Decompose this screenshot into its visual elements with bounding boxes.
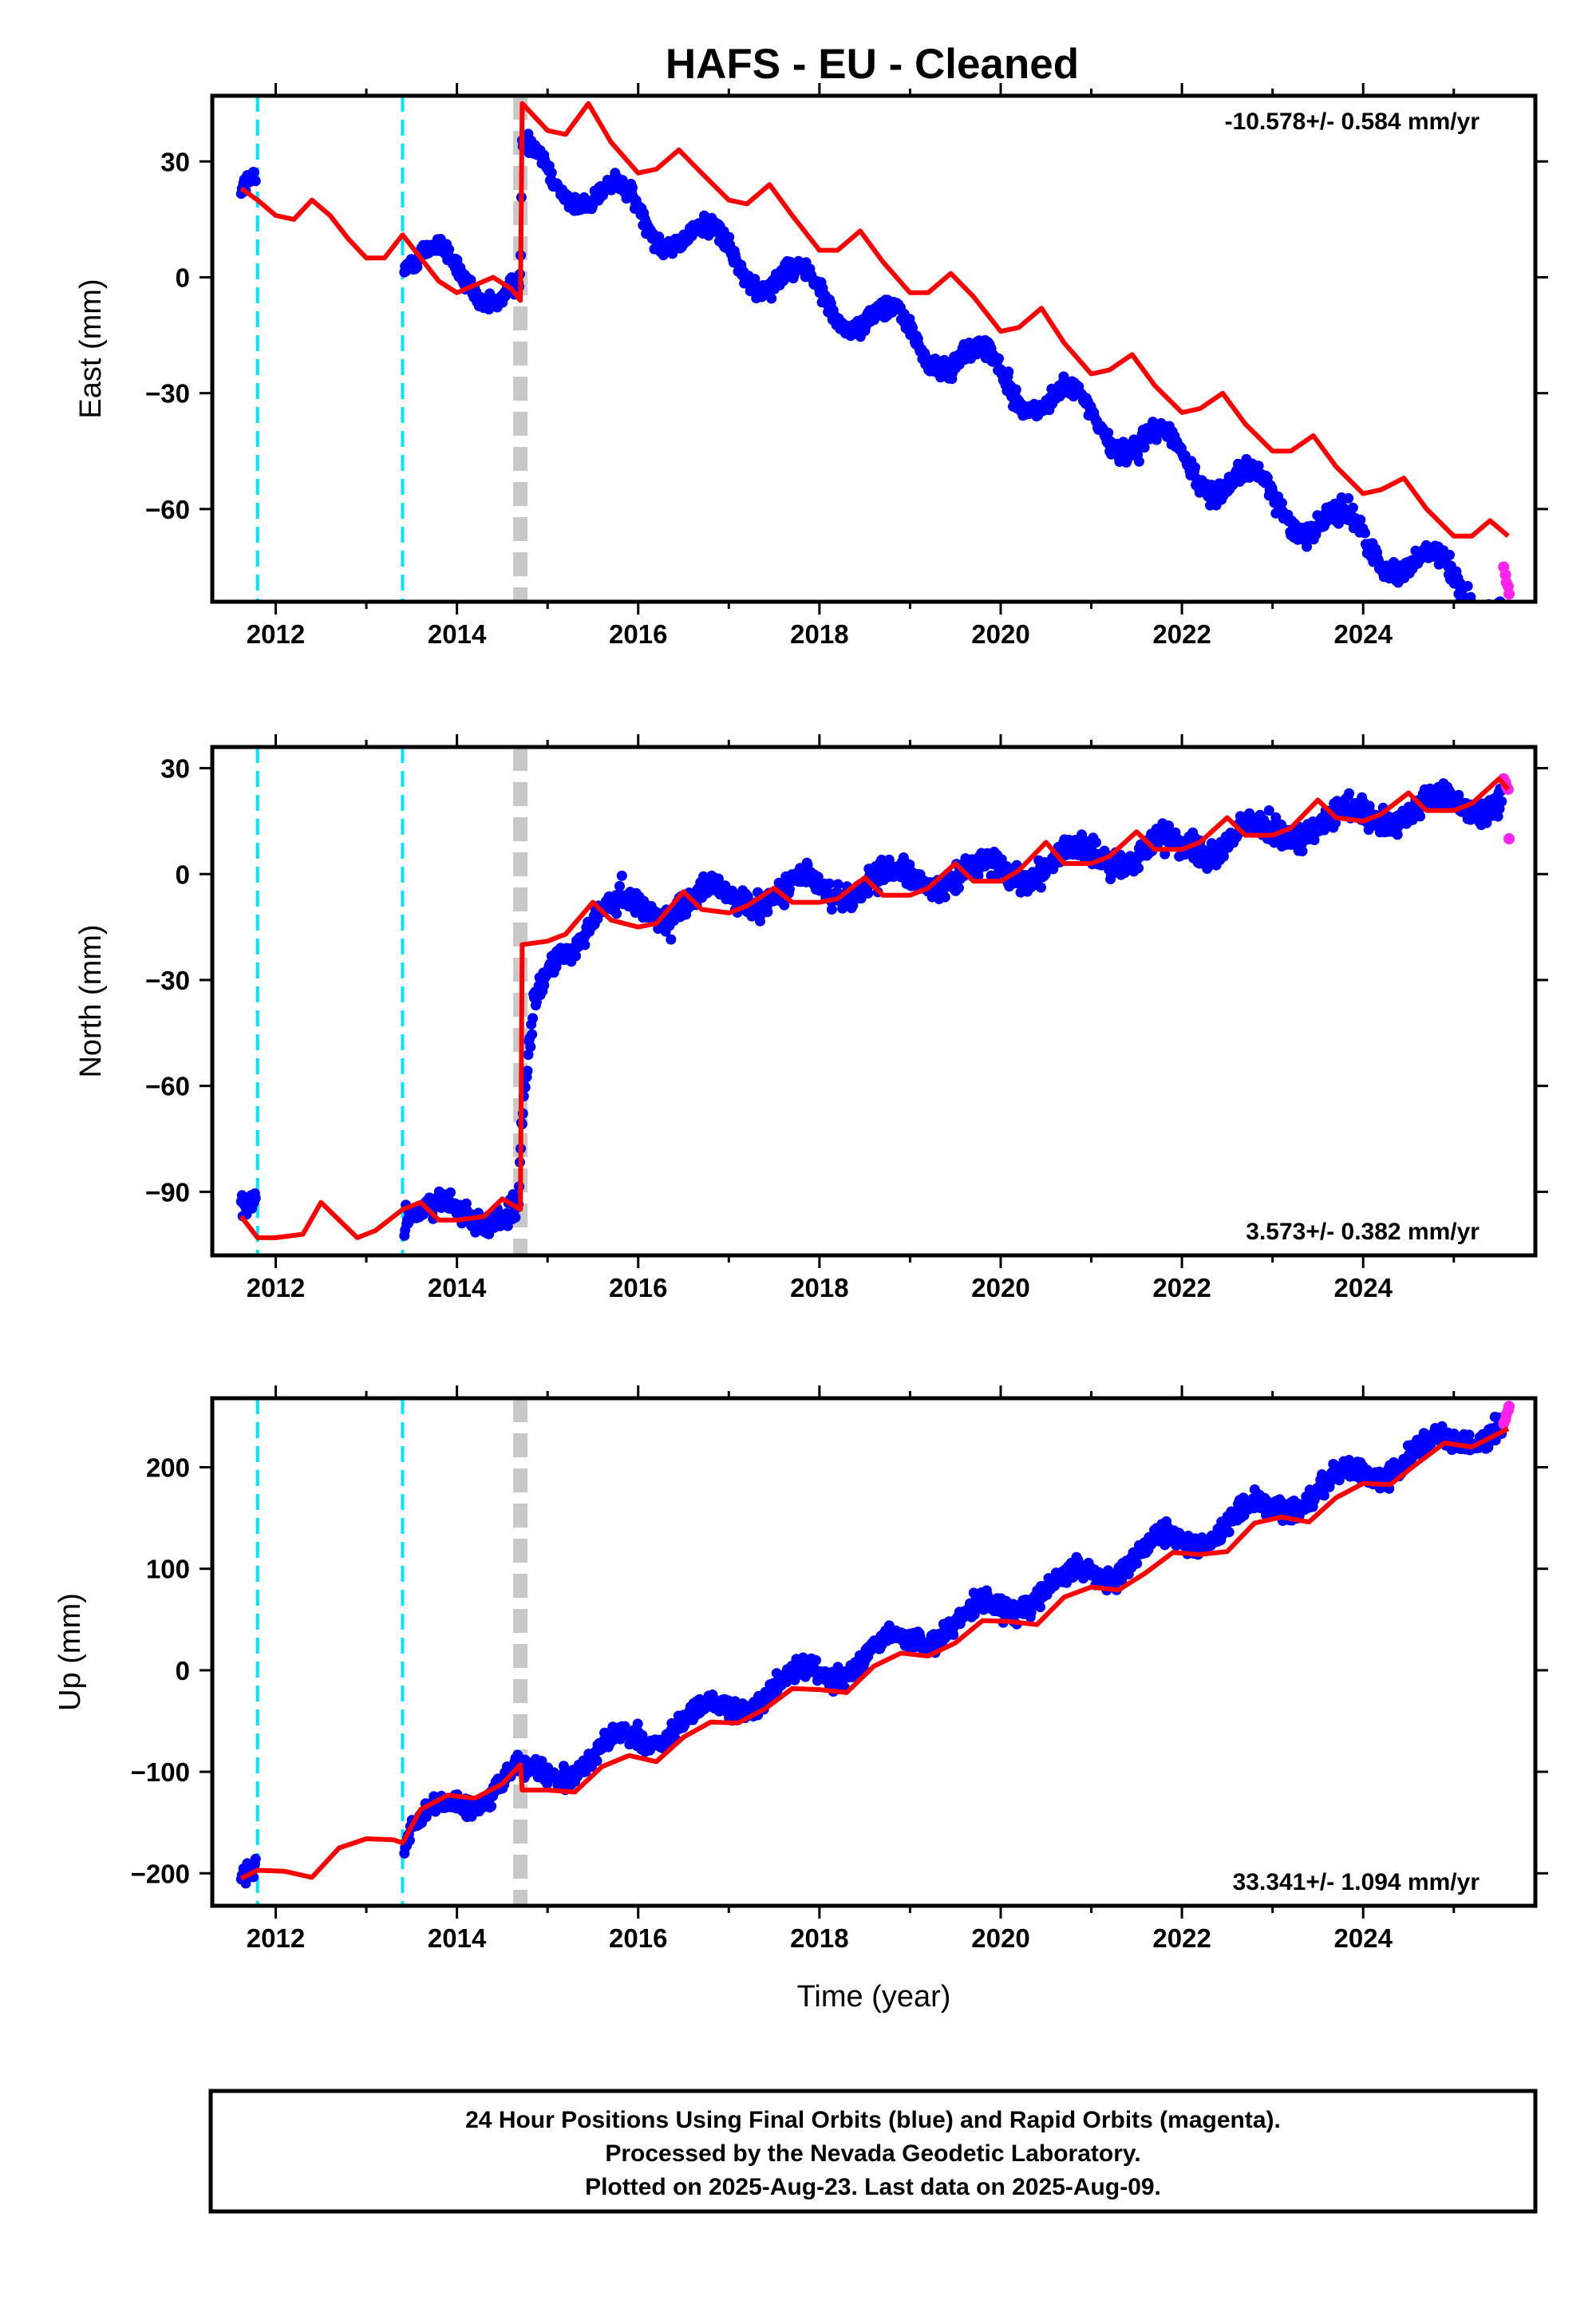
plot-area: [235, 96, 1515, 602]
caption-border: [208, 2089, 1538, 2214]
rate-label: -10.578+/- 0.584 mm/yr: [1225, 109, 1480, 135]
x-tick-label: 2024: [1334, 1923, 1393, 1953]
x-tick-label: 2020: [971, 1923, 1029, 1953]
rapid-orbit-point: [1503, 588, 1515, 600]
y-tick-label: −90: [145, 1177, 190, 1207]
y-tick-label: 100: [146, 1555, 190, 1584]
plot-area: [235, 747, 1515, 1255]
panel-north: 2012 2014 2016 2018 2020 2022 2024 30 0 −30 −60 −90…: [74, 734, 1548, 1302]
x-tick-label: 2012: [247, 1273, 305, 1302]
x-tick-label: 2022: [1152, 619, 1211, 649]
y-tick-label: 0: [176, 860, 190, 889]
panel-east: 2012 2014 2016 2018 2020 2022 2024 30 0 −30 −60 Eas…: [74, 83, 1548, 649]
x-tick-label: 2020: [971, 619, 1029, 649]
plot-frame: [210, 745, 1538, 1258]
model-fit-line: [239, 101, 1510, 539]
caption-line-1: 24 Hour Positions Using Final Orbits (bl…: [465, 2107, 1281, 2133]
y-tick-label: 30: [160, 147, 190, 176]
y-tick-label: −60: [145, 495, 190, 524]
panels: 2012 2014 2016 2018 2020 2022 2024 30 0 −30 −60 Eas…: [53, 83, 1548, 2014]
y-tick-label: −200: [131, 1859, 190, 1888]
final-orbit-points: [235, 1411, 1507, 1889]
x-tick-label: 2016: [609, 619, 667, 649]
x-tick-label: 2022: [1152, 1273, 1211, 1302]
caption-line-2: Processed by the Nevada Geodetic Laborat…: [605, 2140, 1140, 2167]
y-axis-title: East (mm): [74, 279, 108, 418]
y-tick-label: 30: [160, 754, 190, 784]
y-tick-label: −60: [145, 1072, 190, 1101]
y-axis-title: Up (mm): [53, 1593, 87, 1711]
x-tick-label: 2012: [247, 1923, 305, 1953]
plot-area: [235, 1398, 1515, 1906]
caption-box: 24 Hour Positions Using Final Orbits (bl…: [208, 2089, 1538, 2214]
rate-label: 3.573+/- 0.382 mm/yr: [1246, 1219, 1479, 1245]
rate-label: 33.341+/- 1.094 mm/yr: [1233, 1869, 1480, 1895]
final-orbit-points: [235, 778, 1507, 1241]
y-tick-label: 0: [176, 263, 190, 292]
x-tick-label: 2014: [428, 619, 487, 649]
x-tick-label: 2020: [971, 1273, 1029, 1302]
caption-line-3: Plotted on 2025-Aug-23. Last data on 202…: [585, 2174, 1161, 2200]
rapid-orbit-point: [1503, 833, 1515, 845]
panel-up: 2012 2014 2016 2018 2020 2022 2024 200 100 0 −100 −…: [53, 1385, 1548, 2014]
x-tick-label: 2018: [790, 1923, 848, 1953]
x-tick-label: 2014: [428, 1273, 487, 1302]
rapid-orbit-point: [1503, 1401, 1515, 1413]
plot-frame: [210, 1396, 1538, 1908]
y-tick-label: −30: [145, 966, 190, 995]
plot-frame: [210, 93, 1538, 604]
y-tick-label: −30: [145, 379, 190, 409]
x-tick-label: 2014: [428, 1923, 487, 1953]
x-tick-label: 2024: [1334, 619, 1393, 649]
x-tick-label: 2012: [247, 619, 305, 649]
y-tick-label: −100: [131, 1757, 190, 1787]
x-axis-title: Time (year): [797, 1980, 951, 2014]
final-orbit-points: [235, 128, 1506, 602]
x-tick-label: 2018: [790, 1273, 848, 1302]
x-tick-label: 2016: [609, 1273, 667, 1302]
model-fit-line: [239, 776, 1511, 1240]
x-tick-label: 2022: [1152, 1923, 1211, 1953]
y-tick-label: 200: [146, 1452, 190, 1482]
y-axis-title: North (mm): [74, 924, 108, 1077]
chart-title: HAFS - EU - Cleaned: [666, 41, 1079, 88]
x-tick-label: 2024: [1334, 1273, 1393, 1302]
model-fit-line: [239, 1426, 1510, 1881]
y-tick-label: 0: [176, 1656, 190, 1686]
x-tick-label: 2016: [609, 1923, 667, 1953]
x-tick-label: 2018: [790, 619, 848, 649]
